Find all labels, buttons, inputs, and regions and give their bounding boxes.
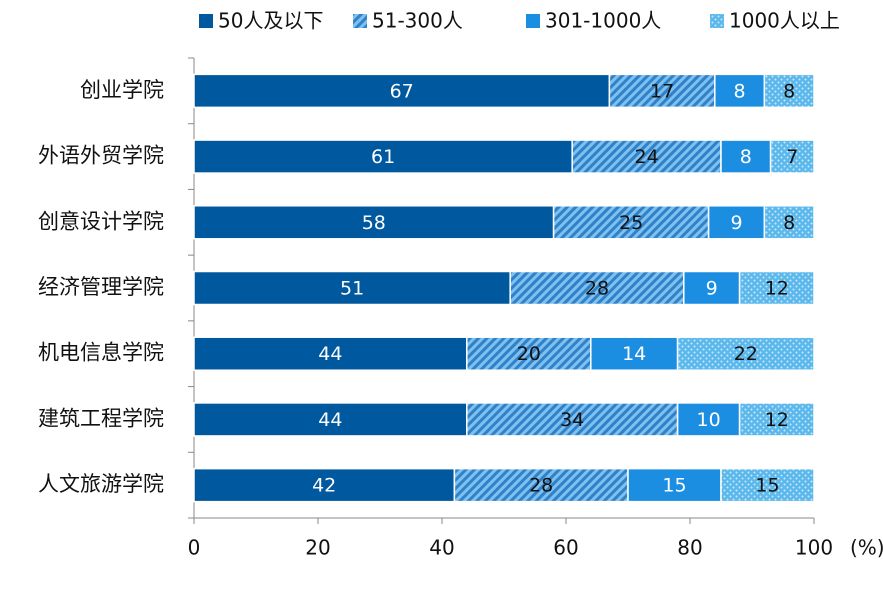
bar-segment: [193, 467, 456, 503]
legend-swatch: [199, 14, 213, 28]
bar-segment: [193, 336, 468, 371]
data-label: 8: [734, 80, 746, 102]
bar-segment: [707, 205, 766, 240]
data-label: 28: [585, 278, 609, 300]
data-label: 7: [786, 146, 798, 168]
category-label: 外语外贸学院: [38, 144, 164, 168]
bar-segment: [571, 139, 722, 174]
bar-segment: [738, 402, 815, 437]
legend: 50人及以下 51-300人 301-1000人 1000人以上: [199, 9, 840, 33]
data-label: 25: [619, 212, 643, 234]
bar-segment: [193, 270, 511, 306]
bar-segment: [552, 205, 710, 240]
bar-segment: [676, 336, 815, 371]
bar-segment: [608, 73, 716, 109]
data-label: 42: [312, 475, 336, 497]
bar-segment: [738, 270, 815, 306]
legend-label: 51-300人: [372, 9, 463, 33]
bar-segment: [720, 467, 815, 503]
x-tick-label: 100: [795, 536, 833, 560]
legend-swatch: [353, 14, 367, 28]
data-label: 14: [622, 343, 646, 365]
x-tick-label: 20: [305, 536, 330, 560]
x-tick-label: 0: [188, 536, 201, 560]
x-axis-unit: (%): [850, 536, 883, 560]
category-label: 经济管理学院: [38, 275, 164, 299]
category-label: 创意设计学院: [38, 209, 164, 233]
legend-swatch: [526, 14, 540, 28]
category-label: 人文旅游学院: [38, 472, 164, 496]
data-label: 44: [318, 409, 342, 431]
data-label: 15: [755, 475, 779, 497]
data-label: 51: [340, 278, 364, 300]
data-label: 15: [662, 475, 686, 497]
data-label: 12: [765, 278, 789, 300]
bar-segment: [466, 402, 679, 437]
bar-segment: [763, 205, 815, 240]
data-label: 9: [730, 212, 742, 234]
bar-segment: [676, 402, 741, 437]
bar-segment: [720, 139, 772, 174]
bars: [193, 73, 815, 503]
bar-segment: [509, 270, 685, 306]
data-label: 12: [765, 409, 789, 431]
bar-segment: [683, 270, 741, 306]
bar-segment: [763, 73, 815, 109]
data-label: 8: [740, 146, 752, 168]
data-label: 8: [783, 80, 795, 102]
data-label: 24: [635, 146, 659, 168]
x-tick-label: 60: [553, 536, 578, 560]
data-label: 58: [362, 212, 386, 234]
data-label: 8: [783, 212, 795, 234]
data-label: 61: [371, 146, 395, 168]
x-tick-label: 80: [677, 536, 702, 560]
bar-segment: [193, 402, 468, 437]
data-label: 44: [318, 343, 342, 365]
axes: 0 20 40 60 80 100 (%) 创业学院外语外贸学院创意设计学院经济管理学院机电信…: [38, 57, 883, 560]
data-label: 22: [734, 343, 758, 365]
bar-segment: [769, 139, 815, 174]
data-label: 67: [390, 80, 414, 102]
data-label: 9: [706, 278, 718, 300]
data-label: 34: [560, 409, 584, 431]
data-labels: 67 17 8 8 61 24 8 7 58 25 9 8 51 28 9 12 44 20 14 22 44 34 10 1…: [312, 80, 798, 496]
bar-segment: [193, 139, 573, 174]
data-label: 20: [517, 343, 541, 365]
data-label: 28: [529, 475, 553, 497]
legend-label: 301-1000人: [545, 9, 661, 33]
legend-swatch: [710, 14, 724, 28]
category-label: 机电信息学院: [38, 341, 164, 365]
bar-segment: [590, 336, 679, 371]
legend-label: 50人及以下: [218, 9, 323, 33]
category-label: 建筑工程学院: [38, 406, 164, 430]
data-label: 10: [697, 409, 721, 431]
x-tick-label: 40: [429, 536, 454, 560]
data-label: 17: [650, 80, 674, 102]
legend-label: 1000人以上: [729, 9, 840, 33]
category-label: 创业学院: [80, 78, 164, 102]
